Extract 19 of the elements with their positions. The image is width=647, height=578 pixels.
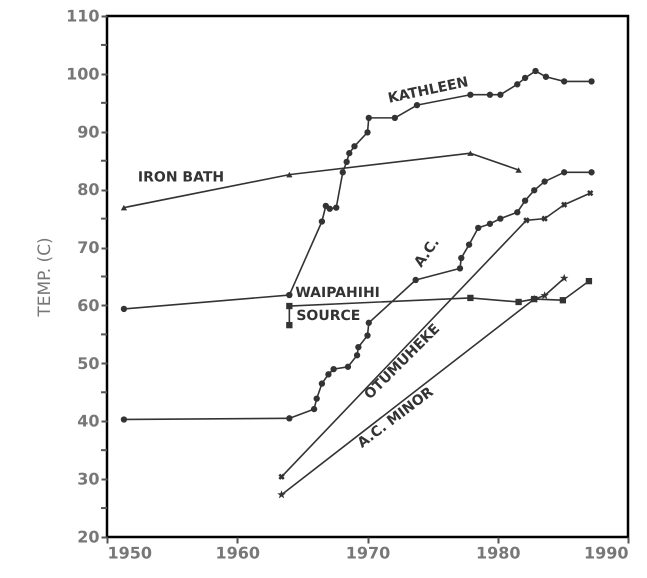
y-tick-label: 110 [66, 6, 100, 26]
y-tick-label: 60 [77, 296, 100, 315]
x-tick-label: 1970 [346, 544, 390, 562]
y-axis-title: TEMP. (C) [35, 237, 56, 318]
x-tick-label: 1990 [584, 544, 628, 562]
y-tick-label: 40 [77, 412, 100, 431]
series-label: WAIPAHIHI [295, 285, 380, 302]
x-tick-label: 1960 [215, 544, 260, 562]
y-tick-label: 30 [77, 470, 100, 489]
x-tick-label: 1980 [476, 544, 521, 562]
y-tick-label: 50 [77, 354, 100, 373]
y-tick-label: 100 [66, 64, 100, 84]
y-tick-label: 80 [77, 180, 100, 200]
y-tick-label: 70 [77, 238, 100, 258]
series-label: IRON BATH [138, 170, 224, 186]
x-tick-label: 1950 [108, 544, 152, 562]
y-tick-label: 90 [77, 122, 100, 142]
series-label: SOURCE [296, 308, 360, 324]
y-tick-label: 20 [77, 528, 100, 546]
